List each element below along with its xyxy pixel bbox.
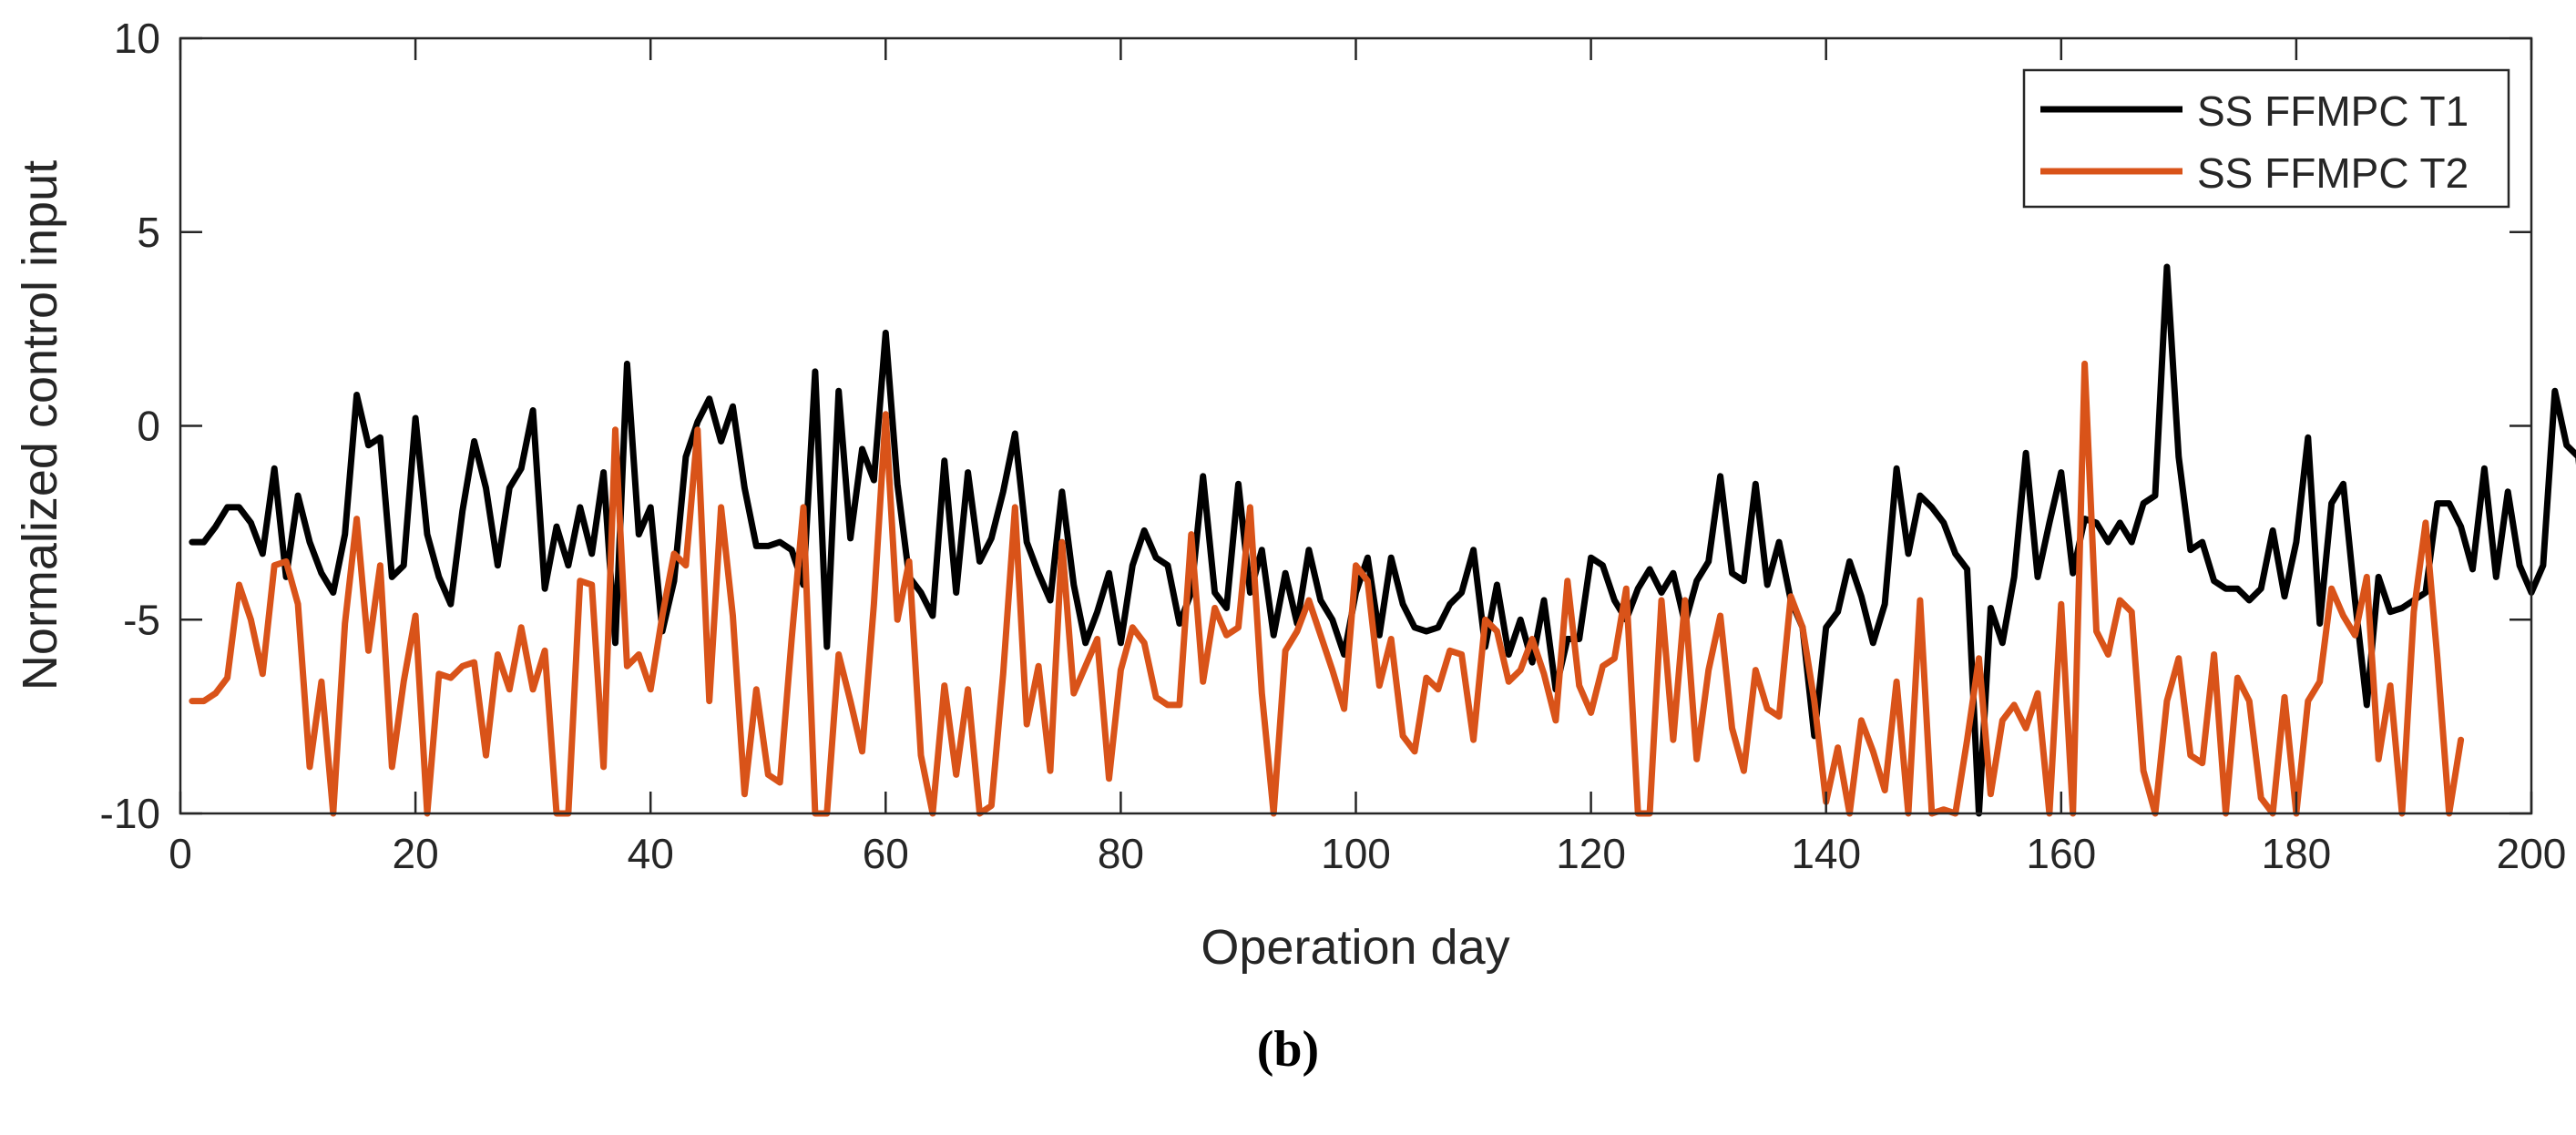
y-tick-label: -10: [100, 790, 160, 837]
x-axis-label: Operation day: [1201, 920, 1509, 975]
x-tick-label: 0: [169, 830, 192, 877]
legend: SS FFMPC T1 SS FFMPC T2: [2022, 68, 2510, 209]
x-tick-label: 20: [393, 830, 439, 877]
figure-caption: (b): [1256, 1021, 1320, 1078]
series-line-1: [189, 263, 2576, 817]
x-tick-label: 140: [1791, 830, 1861, 877]
tick-group: 0 20 40 60 80 100 120 140 160 180 200 -10 -5 0 5 10: [100, 15, 2567, 877]
x-tick-label: 80: [1098, 830, 1144, 877]
x-tick-label: 200: [2497, 830, 2567, 877]
y-tick-label: 0: [137, 403, 160, 450]
y-axis-label: Normalized control input: [13, 160, 67, 690]
legend-box: [2022, 68, 2510, 209]
series-line-2: [189, 360, 2465, 817]
x-tick-label: 60: [863, 830, 909, 877]
x-tick-label: 100: [1321, 830, 1391, 877]
legend-label-t2: SS FFMPC T2: [2197, 149, 2469, 197]
y-tick-label: 10: [114, 15, 160, 62]
x-tick-label: 40: [628, 830, 674, 877]
x-tick-label: 180: [2262, 830, 2332, 877]
x-tick-label: 160: [2026, 830, 2096, 877]
legend-label-t1: SS FFMPC T1: [2197, 87, 2469, 135]
x-tick-label: 120: [1556, 830, 1626, 877]
series-group: [189, 263, 2576, 817]
y-tick-label: -5: [123, 596, 160, 643]
y-tick-label: 5: [137, 209, 160, 256]
